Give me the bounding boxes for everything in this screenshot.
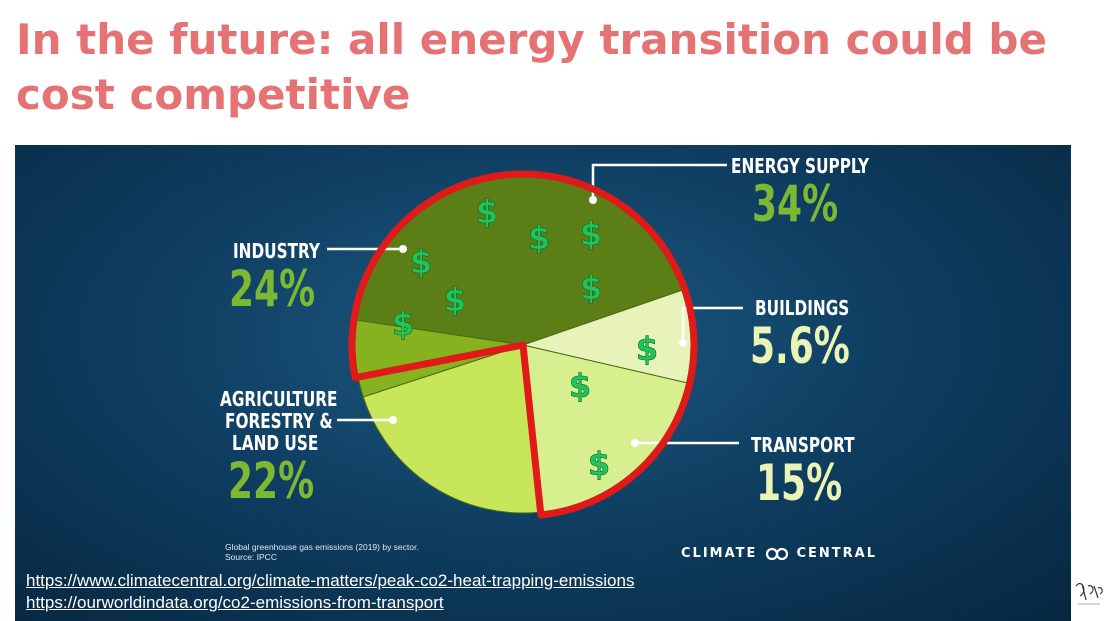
leader-line-buildings [681, 306, 743, 343]
label-industry-value: 24% [229, 260, 316, 318]
label-buildings: BUILDINGS 5.6% [750, 296, 875, 373]
label-energy-supply-name: ENERGY SUPPLY [731, 154, 870, 178]
infographic-panel: $ $ $ $ $ $ $ $ $ $ $ ENERGY SUPPLY 34% INDUSTRY 2… [15, 145, 1071, 621]
leader-dot-agriculture [389, 416, 397, 424]
leader-dot-energy [589, 196, 597, 204]
leader-dot-buildings [679, 339, 687, 347]
dollar-icon: $ [580, 269, 602, 307]
brand-word-2: CENTRAL [796, 546, 877, 561]
dollar-icon: $ [392, 305, 414, 343]
link-climatecentral[interactable]: https://www.climatecentral.org/climate-m… [26, 571, 635, 590]
dollar-icon: $ [410, 243, 432, 281]
link-ourworldindata[interactable]: https://ourworldindata.org/co2-emissions… [26, 593, 444, 612]
chart-caption: Global greenhouse gas emissions (2019) b… [225, 542, 419, 552]
leader-dot-industry [399, 245, 407, 253]
label-energy-supply: ENERGY SUPPLY 34% [731, 155, 893, 231]
dollar-icon: $ [444, 281, 466, 319]
label-industry-name: INDUSTRY [233, 239, 320, 263]
dollar-icon: $ [476, 193, 498, 231]
label-agriculture-value: 22% [228, 452, 315, 510]
infinity-rings-icon [765, 547, 789, 560]
signature-logo-icon [1075, 583, 1103, 605]
slide-title: In the future: all energy transition cou… [16, 15, 1047, 119]
chart-source: Source: IPCC [225, 552, 277, 562]
dollar-icon: $ [528, 219, 550, 257]
label-transport-name: TRANSPORT [751, 433, 855, 457]
label-buildings-name: BUILDINGS [755, 296, 850, 320]
source-note: Global greenhouse gas emissions (2019) b… [225, 542, 419, 562]
label-energy-supply-value: 34% [752, 175, 839, 233]
label-agriculture-line2: FORESTRY & [225, 409, 333, 433]
label-transport: TRANSPORT 15% [751, 434, 873, 510]
leader-line-energy [591, 163, 727, 200]
leader-dot-transport [631, 439, 639, 447]
pie-chart: $$ $$$$$$$$$ [327, 163, 743, 519]
dollar-icon: $ [636, 330, 658, 368]
label-industry: INDUSTRY 24% [229, 239, 337, 316]
highlight-outline [348, 170, 698, 519]
dollar-icon: $ [569, 367, 591, 405]
label-buildings-value: 5.6% [750, 317, 850, 375]
dollar-icon: $ [580, 215, 602, 253]
brand-word-1: CLIMATE [681, 546, 764, 561]
dollar-icon: $ [588, 445, 610, 483]
label-agriculture-line1: AGRICULTURE [220, 387, 338, 411]
label-agriculture: AGRICULTURE FORESTRY & LAND USE 22% [220, 388, 358, 508]
reference-links: https://www.climatecentral.org/climate-m… [15, 569, 1071, 621]
dollar-icon: $ [528, 219, 550, 257]
label-transport-value: 15% [756, 454, 843, 512]
climate-central-logo: CLIMATE CENTRAL [681, 546, 877, 561]
label-agriculture-line3: LAND USE [232, 431, 319, 455]
